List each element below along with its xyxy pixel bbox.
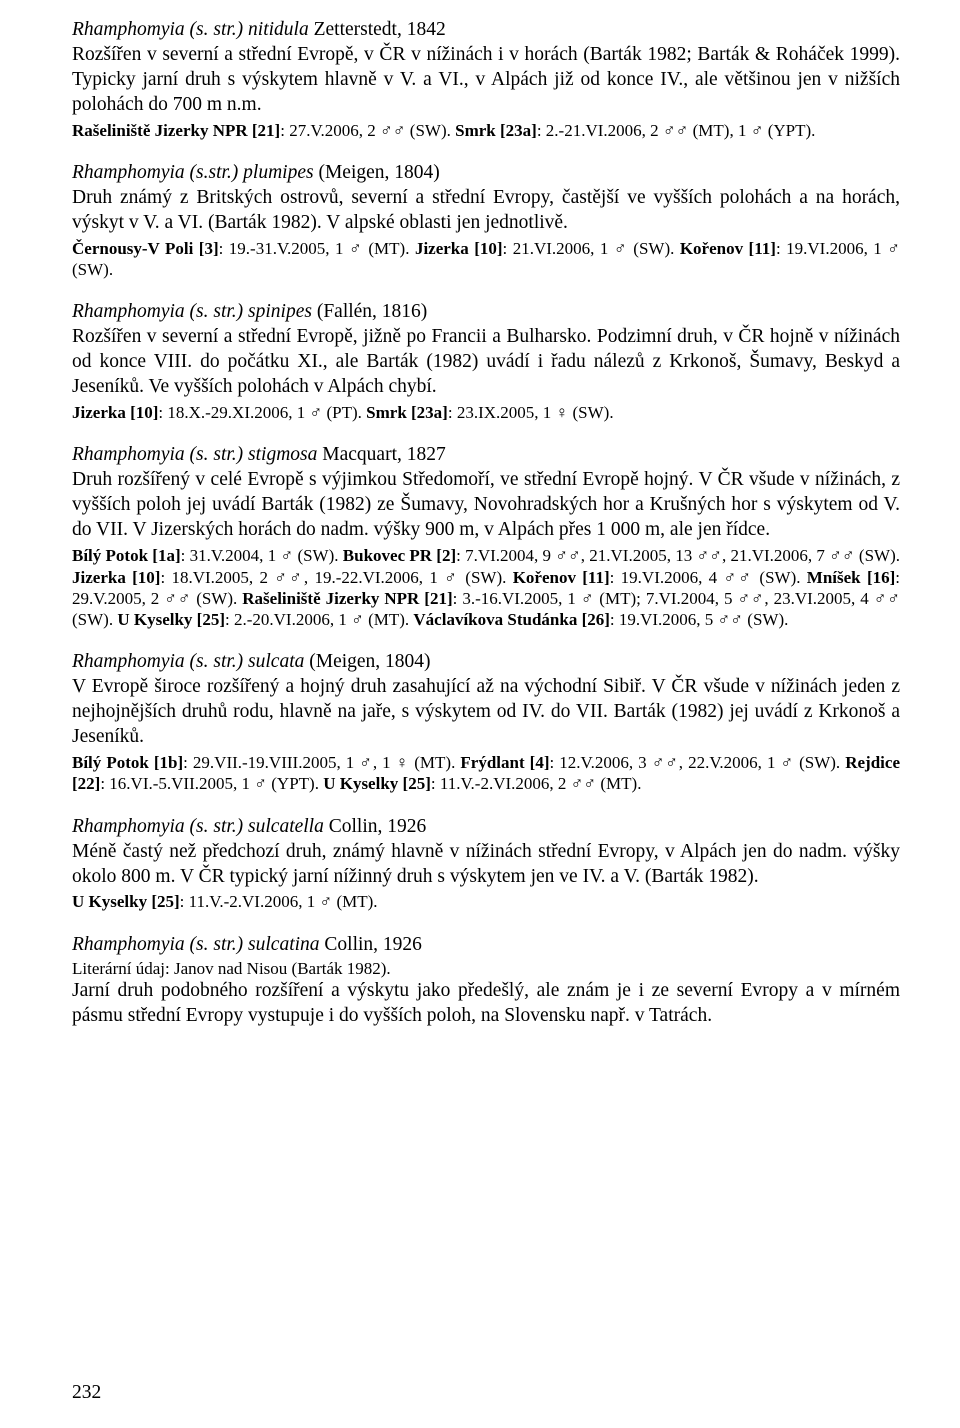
species-authority: Collin, 1926 [320, 934, 422, 955]
entry-main: Rhamphomyia (s. str.) sulcatella Collin,… [72, 815, 900, 890]
entry-records: Jizerka [10]: 18.X.-29.XI.2006, 1 ♂ (PT)… [72, 402, 900, 423]
entry-records: Bílý Potok [1b]: 29.VII.-19.VIII.2005, 1… [72, 752, 900, 795]
entry-body: Rozšířen v severní a střední Evropě, již… [72, 326, 900, 397]
entry-main: Rhamphomyia (s. str.) stigmosa Macquart,… [72, 443, 900, 543]
species-entry: Rhamphomyia (s. str.) sulcata (Meigen, 1… [72, 650, 900, 794]
entry-body: Druh rozšířený v celé Evropě s výjimkou … [72, 469, 900, 540]
entry-body: Druh známý z Britských ostrovů, severní … [72, 187, 900, 233]
entry-main: Rhamphomyia (s.str.) plumipes (Meigen, 1… [72, 161, 900, 236]
entry-body: Méně častý než předchozí druh, známý hla… [72, 841, 900, 887]
species-name: Rhamphomyia (s. str.) sulcatella [72, 816, 324, 837]
species-name: Rhamphomyia (s. str.) sulcata [72, 651, 304, 672]
species-entry: Rhamphomyia (s. str.) spinipes (Fallén, … [72, 300, 900, 423]
species-entry: Rhamphomyia (s. str.) stigmosa Macquart,… [72, 443, 900, 630]
entry-main: Rhamphomyia (s. str.) sulcatina Collin, … [72, 933, 900, 958]
species-authority: (Meigen, 1804) [314, 162, 440, 183]
species-authority: Zetterstedt, 1842 [309, 19, 446, 40]
entry-main: Rhamphomyia (s. str.) nitidula Zetterste… [72, 18, 900, 118]
entry-records: U Kyselky [25]: 11.V.-2.VI.2006, 1 ♂ (MT… [72, 891, 900, 912]
entry-body: Rozšířen v severní a střední Evropě, v Č… [72, 44, 900, 115]
species-name: Rhamphomyia (s. str.) stigmosa [72, 444, 317, 465]
entry-body: V Evropě široce rozšířený a hojný druh z… [72, 676, 900, 747]
entry-body: Jarní druh podobného rozšíření a výskytu… [72, 979, 900, 1029]
species-entry: Rhamphomyia (s. str.) sulcatina Collin, … [72, 933, 900, 1029]
species-authority: (Meigen, 1804) [304, 651, 430, 672]
entry-records: Černousy-V Poli [3]: 19.-31.V.2005, 1 ♂ … [72, 238, 900, 281]
species-name: Rhamphomyia (s. str.) spinipes [72, 301, 312, 322]
species-entry: Rhamphomyia (s.str.) plumipes (Meigen, 1… [72, 161, 900, 280]
species-name: Rhamphomyia (s. str.) nitidula [72, 19, 309, 40]
species-authority: (Fallén, 1816) [312, 301, 427, 322]
species-entry: Rhamphomyia (s. str.) sulcatella Collin,… [72, 815, 900, 913]
species-authority: Macquart, 1827 [317, 444, 445, 465]
entry-records: Rašeliniště Jizerky NPR [21]: 27.V.2006,… [72, 120, 900, 141]
species-authority: Collin, 1926 [324, 816, 426, 837]
entry-main: Rhamphomyia (s. str.) spinipes (Fallén, … [72, 300, 900, 400]
entry-main: Rhamphomyia (s. str.) sulcata (Meigen, 1… [72, 650, 900, 750]
page-number: 232 [72, 1382, 101, 1404]
species-name: Rhamphomyia (s.str.) plumipes [72, 162, 314, 183]
entry-literature: Literární údaj: Janov nad Nisou (Barták … [72, 958, 900, 979]
species-name: Rhamphomyia (s. str.) sulcatina [72, 934, 320, 955]
species-entry: Rhamphomyia (s. str.) nitidula Zetterste… [72, 18, 900, 141]
entry-records: Bílý Potok [1a]: 31.V.2004, 1 ♂ (SW). Bu… [72, 545, 900, 630]
